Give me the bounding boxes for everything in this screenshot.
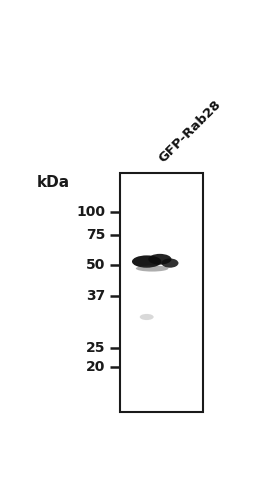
Text: GFP-Rab28: GFP-Rab28 bbox=[156, 98, 223, 165]
Ellipse shape bbox=[140, 314, 154, 320]
Text: 75: 75 bbox=[86, 228, 106, 242]
Ellipse shape bbox=[148, 254, 172, 265]
Text: kDa: kDa bbox=[37, 175, 70, 190]
Ellipse shape bbox=[162, 258, 178, 268]
Ellipse shape bbox=[132, 255, 162, 268]
Text: 100: 100 bbox=[77, 205, 106, 218]
Text: 50: 50 bbox=[86, 258, 106, 273]
Text: 37: 37 bbox=[86, 289, 106, 303]
FancyBboxPatch shape bbox=[120, 173, 203, 412]
Text: 20: 20 bbox=[86, 360, 106, 374]
Text: 25: 25 bbox=[86, 341, 106, 355]
Ellipse shape bbox=[136, 265, 168, 272]
